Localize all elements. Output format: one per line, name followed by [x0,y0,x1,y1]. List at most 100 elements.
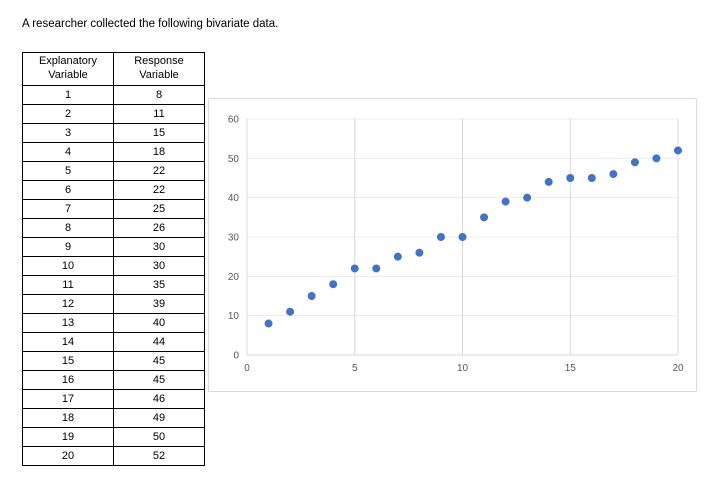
table-header-row: Explanatory Variable Response Variable [22,52,205,86]
scatter-point [350,264,359,273]
scatter-point [307,292,316,300]
y-tick-label: 40 [228,193,240,204]
table-cell: 40 [113,312,205,333]
table-row: 20 52 [22,445,205,466]
bivariate-data-table: Explanatory Variable Response Variable 1… [22,52,205,466]
table-row: 10 30 [22,255,205,276]
x-tick-label: 20 [672,363,684,374]
scatter-point [436,233,445,241]
table-row: 19 50 [22,426,205,447]
table-cell: 2 [22,103,114,124]
table-cell: 1 [22,84,114,105]
table-cell: 7 [22,198,114,219]
table-cell: 45 [113,369,205,390]
table-cell: 22 [113,160,205,181]
table-cell: 10 [22,255,114,276]
table-cell: 16 [22,369,114,390]
table-cell: 17 [22,388,114,409]
table-cell: 4 [22,141,114,162]
table-body: 1 8 2 11 3 15 4 18 5 22 6 22 7 25 8 26 9 30 10 30 11 35 12 39 13… [22,84,205,466]
scatter-point [652,154,661,163]
scatter-chart: 0 5 10 15 20 0 10 20 30 40 50 60 [208,98,697,392]
scatter-point [286,307,295,316]
table-row: 17 46 [22,388,205,409]
scatter-point [329,280,338,289]
table-row: 2 11 [22,103,205,124]
table-cell: 8 [113,84,205,105]
table-cell: 44 [113,331,205,352]
scatter-point [544,177,553,186]
table-row: 8 26 [22,217,205,238]
table-cell: 12 [22,293,114,314]
table-cell: 5 [22,160,114,181]
table-row: 5 22 [22,160,205,181]
scatter-point [587,174,596,182]
scatter-point [630,158,639,167]
table-cell: 15 [22,350,114,371]
table-cell: 15 [113,122,205,143]
table-cell: 13 [22,312,114,333]
table-cell: 14 [22,331,114,352]
table-cell: 9 [22,236,114,257]
y-tick-label: 30 [228,233,240,244]
scatter-point [523,193,532,202]
y-tick-label: 50 [228,154,240,165]
table-cell: 52 [113,445,205,466]
scatter-point [415,248,424,257]
table-cell: 8 [22,217,114,238]
table-cell: 50 [113,426,205,447]
scatter-point [501,197,510,206]
table-cell: 39 [113,293,205,314]
table-row: 7 25 [22,198,205,219]
scatter-point [480,213,489,222]
table-cell: 22 [113,179,205,200]
table-row: 18 49 [22,407,205,428]
x-tick-label: 5 [352,363,358,374]
scatter-point [393,252,402,261]
table-row: 3 15 [22,122,205,143]
table-row: 12 39 [22,293,205,314]
scatter-plot: 0 5 10 15 20 0 10 20 30 40 50 60 [228,115,684,375]
page-title: A researcher collected the following biv… [22,18,279,30]
table-row: 9 30 [22,236,205,257]
scatter-point [264,319,273,328]
x-tick-label: 0 [244,363,250,374]
column-header-response: Response Variable [113,52,205,86]
scatter-point [566,174,575,182]
table-cell: 45 [113,350,205,371]
table-row: 16 45 [22,369,205,390]
table-row: 14 44 [22,331,205,352]
table-row: 15 45 [22,350,205,371]
table-cell: 25 [113,198,205,219]
table-cell: 11 [113,103,205,124]
table-header: Explanatory Variable Response Variable [22,52,205,86]
table-row: 13 40 [22,312,205,333]
table-cell: 46 [113,388,205,409]
scatter-point [609,170,618,179]
y-tick-label: 0 [233,351,239,362]
x-tick-label: 15 [565,363,577,374]
column-header-explanatory: Explanatory Variable [22,52,114,86]
scatter-point [674,146,682,155]
scatter-point [372,264,381,273]
table-cell: 30 [113,236,205,257]
table-cell: 35 [113,274,205,295]
table-cell: 6 [22,179,114,200]
table-cell: 49 [113,407,205,428]
scatter-point [458,233,467,241]
table-cell: 26 [113,217,205,238]
table-cell: 19 [22,426,114,447]
y-tick-label: 10 [228,311,240,322]
y-tick-label: 60 [228,115,240,126]
table-cell: 18 [22,407,114,428]
y-tick-label: 20 [228,272,240,283]
table-cell: 18 [113,141,205,162]
x-tick-label: 10 [457,363,469,374]
table-row: 11 35 [22,274,205,295]
table-cell: 30 [113,255,205,276]
table-row: 6 22 [22,179,205,200]
table-cell: 20 [22,445,114,466]
table-cell: 11 [22,274,114,295]
